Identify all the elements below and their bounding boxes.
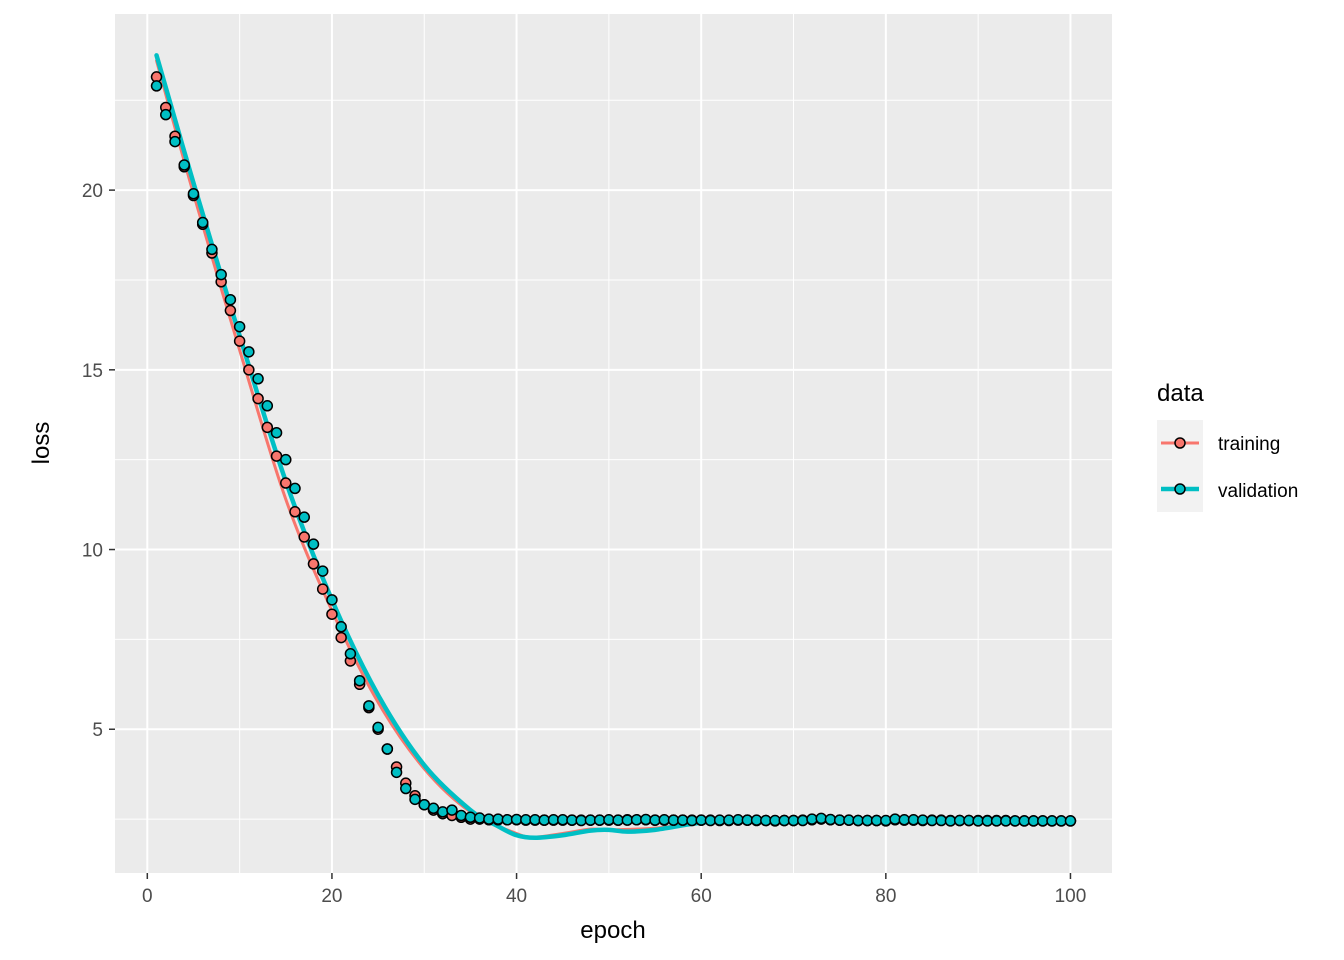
y-tick-label: 20 [82,181,103,202]
point-validation [880,814,892,827]
point-validation [215,268,227,281]
data-points [150,71,1077,827]
point-validation [326,594,338,606]
point-validation [169,135,181,148]
legend: data training validation [1157,380,1298,512]
y-tick-label: 5 [92,720,103,741]
point-validation [270,426,283,439]
legend-label-validation: validation [1218,481,1298,502]
point-validation [796,814,809,827]
point-training [224,304,237,317]
point-validation [409,793,421,806]
point-validation [815,812,827,825]
point-validation [233,320,246,333]
y-axis: 5 10 15 20 [82,181,115,741]
legend-key-point-validation [1174,483,1186,495]
y-tick-label: 15 [82,361,103,382]
point-validation [298,511,310,523]
legend-keys [1157,420,1203,512]
point-validation [436,806,449,818]
point-validation [889,813,901,825]
point-training [252,392,264,405]
point-validation [446,804,458,816]
x-axis-title: epoch [580,917,645,944]
x-tick-label: 40 [506,886,527,907]
point-validation [640,813,652,826]
point-validation [353,674,366,687]
x-tick-label: 100 [1055,886,1087,907]
point-validation [224,293,237,306]
legend-title: data [1157,380,1204,407]
x-tick-label: 0 [142,886,153,907]
point-training [233,335,246,347]
point-training [261,421,274,434]
point-validation [473,812,486,824]
point-validation [492,813,504,825]
point-validation [289,482,301,495]
point-training [243,364,255,376]
point-validation [464,811,477,824]
point-validation [824,813,837,826]
point-validation [372,721,384,734]
point-training [316,583,329,595]
point-validation [335,621,347,633]
point-validation [400,782,412,795]
point-validation [390,766,403,779]
legend-label-training: training [1218,434,1280,455]
point-validation [243,346,255,358]
point-validation [1064,815,1077,827]
x-tick-label: 80 [875,886,896,907]
point-validation [381,743,394,755]
point-validation [261,400,274,412]
point-training [335,631,347,644]
point-training [280,477,292,489]
point-validation [280,453,292,466]
point-validation [160,108,172,121]
x-tick-label: 20 [321,886,342,907]
point-validation [455,809,467,822]
point-validation [206,243,218,256]
point-validation [806,813,818,825]
point-training [326,608,338,620]
point-validation [344,648,357,660]
point-training [298,531,310,543]
x-axis: 0 20 40 60 80 100 [142,873,1086,907]
point-validation [316,565,329,577]
point-validation [363,700,375,712]
point-validation [150,80,163,92]
point-training [289,506,301,518]
plot-panel [115,14,1112,873]
y-axis-title: loss [28,422,55,465]
y-tick-label: 10 [82,541,103,562]
point-validation [307,538,320,550]
grid-major [115,14,1112,873]
point-validation [196,216,209,229]
point-validation [178,159,190,171]
point-validation [252,373,264,385]
legend-key-point-training [1174,437,1186,449]
x-tick-label: 60 [691,886,712,907]
point-training [307,558,320,570]
point-validation [187,187,200,200]
